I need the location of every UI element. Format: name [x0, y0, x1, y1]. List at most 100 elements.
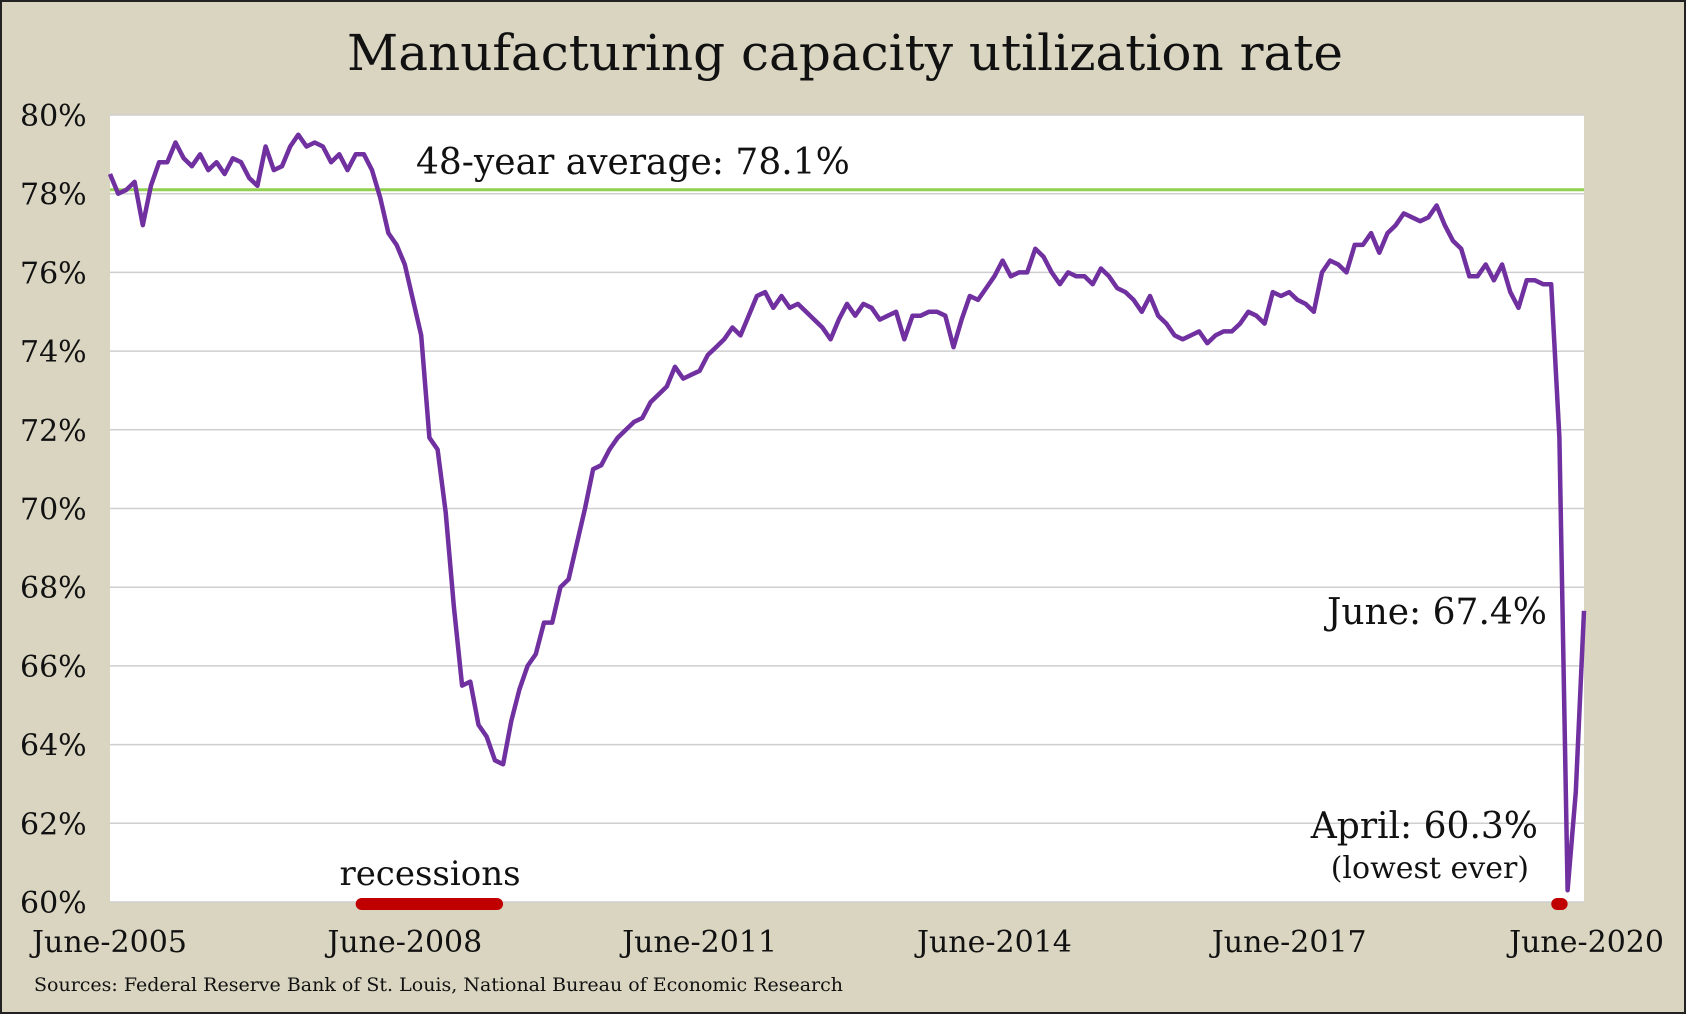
data-point [1115, 286, 1119, 290]
data-point [509, 719, 513, 723]
data-point [1369, 231, 1373, 235]
recessions-label: recessions [339, 854, 520, 894]
data-point [354, 152, 358, 156]
data-point [362, 152, 366, 156]
y-tick-label: 74% [20, 335, 87, 370]
data-point [960, 318, 964, 322]
data-point [452, 605, 456, 609]
data-point [329, 160, 333, 164]
chart-title: Manufacturing capacity utilization rate [347, 24, 1343, 82]
data-point [1001, 259, 1005, 263]
y-tick-label: 64% [20, 729, 87, 764]
data-point [485, 735, 489, 739]
data-point [1173, 333, 1177, 337]
data-point [116, 192, 120, 196]
annotation-lowest-ever: (lowest ever) [1331, 851, 1529, 886]
data-point [108, 172, 112, 176]
data-point [1197, 329, 1201, 333]
data-point [321, 145, 325, 149]
data-point [1426, 215, 1430, 219]
data-point [501, 762, 505, 766]
data-point [141, 223, 145, 227]
data-point [174, 141, 178, 145]
data-point [812, 318, 816, 322]
data-point [1336, 263, 1340, 267]
data-point [992, 274, 996, 278]
data-point [755, 294, 759, 298]
data-point [272, 168, 276, 172]
data-point [1525, 278, 1529, 282]
data-point [1410, 215, 1414, 219]
data-point [419, 333, 423, 337]
data-point [1443, 223, 1447, 227]
data-point [223, 172, 227, 176]
x-axis-ticks: June-2005 June-2008 June-2011 June-2014 June… [29, 925, 1664, 960]
data-point [378, 196, 382, 200]
data-point [1246, 310, 1250, 314]
data-point [198, 152, 202, 156]
source-note: Sources: Federal Reserve Bank of St. Lou… [34, 974, 843, 996]
data-point [689, 373, 693, 377]
annotation-april: April: 60.3% [1310, 806, 1538, 847]
data-point [804, 310, 808, 314]
data-point [796, 302, 800, 306]
data-point [444, 510, 448, 514]
data-point [215, 160, 219, 164]
data-point [739, 333, 743, 337]
data-point [976, 298, 980, 302]
x-tick-label: June-2011 [619, 925, 777, 960]
data-point [698, 369, 702, 373]
data-point [182, 156, 186, 160]
data-point [206, 168, 210, 172]
data-point [640, 416, 644, 420]
data-point [919, 314, 923, 318]
data-point [149, 184, 153, 188]
data-point [1476, 274, 1480, 278]
data-point [165, 160, 169, 164]
data-point [1492, 278, 1496, 282]
data-point [1557, 436, 1561, 440]
data-point [902, 337, 906, 341]
data-point [1574, 790, 1578, 794]
data-point [264, 145, 268, 149]
data-point [1435, 204, 1439, 208]
data-point [1025, 270, 1029, 274]
data-point [1287, 290, 1291, 294]
data-point [1099, 267, 1103, 271]
data-point [1566, 888, 1570, 892]
data-point [403, 263, 407, 267]
y-tick-label: 62% [20, 807, 87, 842]
data-point [1418, 219, 1422, 223]
data-point [1328, 259, 1332, 263]
data-point [247, 176, 251, 180]
data-point [305, 145, 309, 149]
data-point [1451, 239, 1455, 243]
data-point [1083, 274, 1087, 278]
data-point [534, 652, 538, 656]
data-point [1107, 274, 1111, 278]
data-point [1517, 306, 1521, 310]
data-point [788, 306, 792, 310]
data-point [649, 400, 653, 404]
data-point [771, 306, 775, 310]
recession-markers [355, 898, 1568, 910]
recession-bar [1551, 898, 1568, 910]
data-point [1164, 322, 1168, 326]
data-point [943, 314, 947, 318]
annotation-june: June: 67.4% [1323, 592, 1547, 633]
data-point [1074, 274, 1078, 278]
data-point [1156, 314, 1160, 318]
data-point [239, 160, 243, 164]
data-point [927, 310, 931, 314]
data-point [526, 664, 530, 668]
data-point [1533, 278, 1537, 282]
data-point [468, 680, 472, 684]
data-point [477, 723, 481, 727]
data-point [567, 577, 571, 581]
data-point [1582, 609, 1586, 613]
data-point [1091, 282, 1095, 286]
data-point [517, 688, 521, 692]
y-tick-label: 66% [20, 650, 87, 685]
data-point [231, 156, 235, 160]
